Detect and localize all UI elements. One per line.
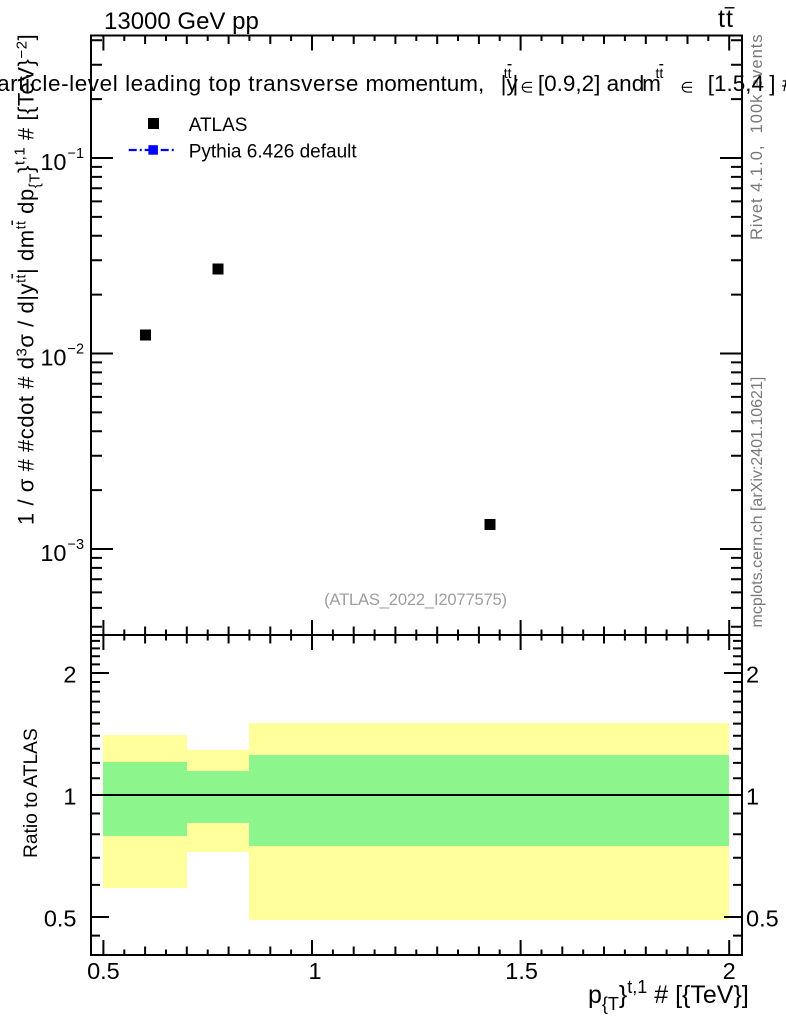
svg-text:13000 GeV pp: 13000 GeV pp xyxy=(104,8,259,35)
svg-text:tt‾: tt‾ xyxy=(718,5,735,33)
svg-text:1: 1 xyxy=(63,784,76,810)
svg-text:(ATLAS_2022_I2077575): (ATLAS_2022_I2077575) xyxy=(324,590,507,609)
svg-text:10: 10 xyxy=(40,540,66,566)
svg-text:ATLAS: ATLAS xyxy=(189,115,248,136)
svg-text:2: 2 xyxy=(63,662,76,688)
svg-text:2: 2 xyxy=(746,662,759,688)
svg-text:2: 2 xyxy=(723,958,736,984)
svg-text:1.5: 1.5 xyxy=(505,958,538,984)
svg-text:mcplots.cern.ch [arXiv:2401.10: mcplots.cern.ch [arXiv:2401.10621] xyxy=(749,377,766,628)
svg-text:Rivet 4.1.0, 100k events: Rivet 4.1.0, 100k events xyxy=(748,33,766,240)
svg-text:|ytt|∈[0.9,2] and mtt∈[1.5,4]#: |ytt|∈[0.9,2] and mtt∈[1.5,4]# xyxy=(501,65,786,97)
svg-text:1 / σ # #cdot # d3σ / d|ytt| d: 1 / σ # #cdot # d3σ / d|ytt| dmtt dp{T}t… xyxy=(12,34,44,525)
svg-text:0.5: 0.5 xyxy=(87,958,120,984)
svg-text:10: 10 xyxy=(40,345,66,371)
svg-text:0.5: 0.5 xyxy=(44,906,77,932)
svg-text:momentum,: momentum, xyxy=(366,71,485,96)
svg-text:0.5: 0.5 xyxy=(746,906,779,932)
svg-text:p{T}t,1 # [{TeV}]: p{T}t,1 # [{TeV}] xyxy=(588,977,749,1014)
svg-text:1: 1 xyxy=(308,958,321,984)
svg-text:10: 10 xyxy=(40,149,66,175)
svg-text:1: 1 xyxy=(746,784,759,810)
svg-text:Pythia 6.426 default: Pythia 6.426 default xyxy=(189,142,358,163)
svg-text:Ratio to ATLAS: Ratio to ATLAS xyxy=(21,728,42,858)
svg-text:−2: −2 xyxy=(68,342,85,358)
svg-text:−3: −3 xyxy=(68,537,85,553)
svg-text:−1: −1 xyxy=(68,146,85,162)
svg-text:Particle-level leading top tra: Particle-level leading top transverse xyxy=(0,71,359,96)
